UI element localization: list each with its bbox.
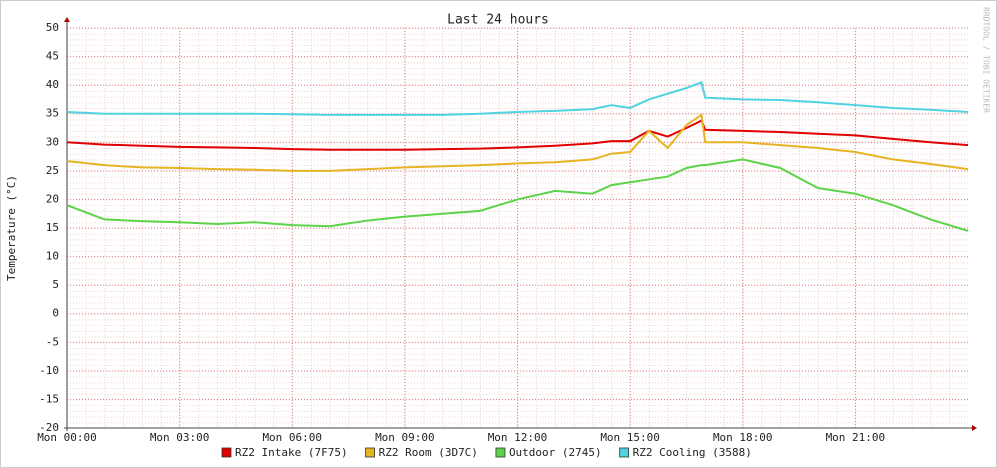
x-tick-label: Mon 12:00	[488, 431, 548, 444]
x-tick-label: Mon 03:00	[150, 431, 210, 444]
y-tick-label: 40	[46, 78, 59, 91]
x-tick-label: Mon 15:00	[600, 431, 660, 444]
legend-swatch	[619, 447, 630, 458]
y-tick-label: -5	[46, 335, 59, 348]
series-line	[66, 80, 969, 116]
x-tick-label: Mon 21:00	[826, 431, 886, 444]
x-tick-label: Mon 09:00	[375, 431, 435, 444]
series-line	[66, 119, 969, 151]
y-tick-label: 30	[46, 135, 59, 148]
y-tick-label: 50	[46, 21, 59, 34]
y-tick-label: 20	[46, 192, 59, 205]
y-axis-label: Temperature (°C)	[5, 175, 18, 281]
series-line	[66, 158, 969, 232]
y-tick-label: -10	[39, 364, 59, 377]
series-line	[66, 113, 969, 172]
y-tick-label: 15	[46, 221, 59, 234]
legend-label: RZ2 Room (3D7C)	[379, 446, 478, 459]
y-tick-label: 0	[52, 307, 59, 320]
watermark: RRDTOOL / TOBI OETIKER	[982, 7, 991, 113]
chart-title: Last 24 hours	[447, 13, 549, 28]
axis-arrow	[64, 17, 70, 22]
y-tick-label: 45	[46, 50, 59, 63]
y-tick-label: 35	[46, 107, 59, 120]
legend-label: Outdoor (2745)	[509, 446, 602, 459]
y-tick-label: 10	[46, 250, 59, 263]
axis-arrow	[972, 425, 977, 431]
legend-label: RZ2 Intake (7F75)	[235, 446, 348, 459]
x-tick-label: Mon 00:00	[37, 431, 97, 444]
legend-label: RZ2 Cooling (3588)	[633, 446, 752, 459]
y-tick-label: -15	[39, 392, 59, 405]
y-tick-label: 5	[52, 278, 59, 291]
legend-swatch	[365, 447, 375, 458]
x-tick-label: Mon 06:00	[262, 431, 322, 444]
legend-swatch	[495, 447, 506, 458]
legend-swatch	[221, 447, 232, 458]
y-tick-label: 25	[46, 164, 59, 177]
x-tick-label: Mon 18:00	[713, 431, 773, 444]
y-tick-label: -20	[39, 421, 59, 434]
